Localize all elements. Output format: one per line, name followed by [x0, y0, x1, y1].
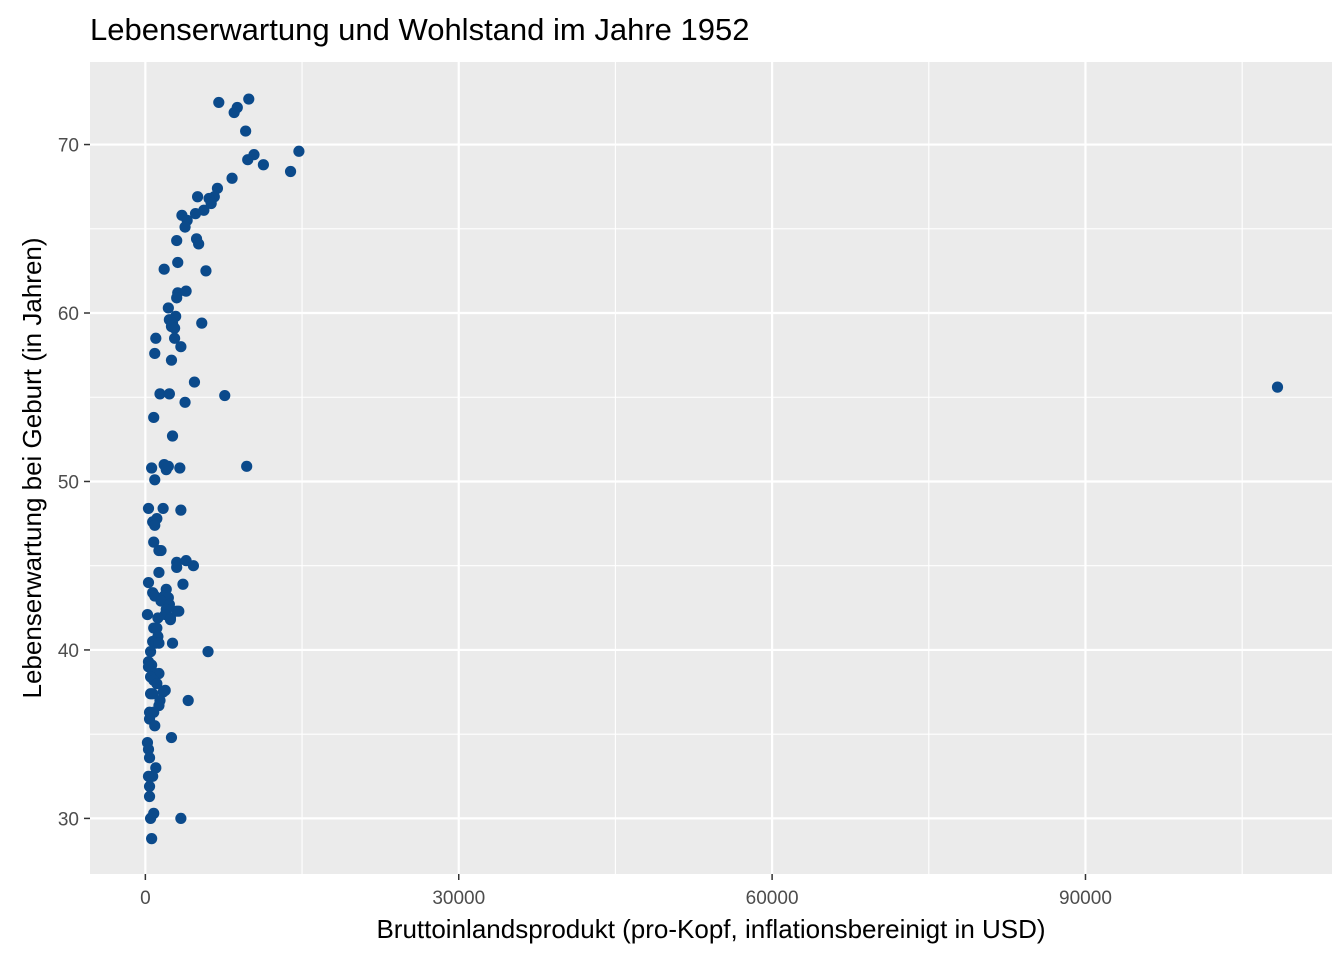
y-tick-label: 70	[58, 136, 79, 157]
data-point	[242, 154, 254, 166]
data-point	[143, 780, 156, 792]
data-point	[153, 637, 165, 649]
y-tick-label: 50	[58, 472, 79, 493]
data-point	[226, 172, 238, 184]
data-point	[174, 462, 186, 474]
data-point	[162, 302, 174, 314]
data-point	[142, 576, 155, 589]
data-point	[284, 165, 297, 178]
data-point	[146, 833, 158, 845]
data-point	[171, 561, 183, 573]
data-point	[189, 208, 202, 220]
data-point	[243, 93, 255, 105]
data-point	[228, 106, 240, 119]
data-point	[171, 292, 183, 304]
data-point	[142, 743, 155, 755]
data-point	[151, 678, 163, 690]
plot-panel	[90, 62, 1332, 874]
data-point	[202, 646, 214, 658]
data-point	[149, 519, 161, 531]
data-point	[200, 265, 212, 277]
data-point	[149, 347, 161, 360]
minor-gridlines	[90, 62, 1332, 874]
x-tick-label: 90000	[1059, 888, 1112, 909]
data-point	[146, 462, 158, 474]
data-point	[149, 474, 161, 486]
data-point	[196, 317, 208, 329]
data-point	[153, 566, 165, 579]
data-point	[143, 790, 156, 803]
data-point	[240, 125, 252, 137]
x-tick-label: 60000	[746, 888, 799, 909]
data-point	[157, 686, 169, 698]
data-point	[166, 637, 179, 649]
y-tick-label: 60	[58, 304, 79, 325]
data-point	[257, 159, 269, 171]
data-point	[219, 389, 231, 402]
data-point	[179, 396, 191, 408]
data-point	[163, 388, 175, 400]
data-point	[169, 332, 181, 344]
data-point	[180, 285, 192, 297]
data-point	[148, 411, 160, 424]
major-gridlines	[90, 62, 1332, 874]
data-point	[141, 608, 154, 621]
y-tick-label: 30	[58, 809, 79, 830]
data-point	[144, 646, 157, 658]
y-tick-label: 40	[58, 641, 79, 662]
x-axis-title: Bruttoinlandsprodukt (pro-Kopf, inflatio…	[376, 914, 1045, 944]
data-point	[293, 145, 305, 157]
data-point	[1271, 381, 1284, 393]
x-axis-ticks: 0 30000 60000 90000	[140, 874, 1112, 909]
data-point	[172, 256, 184, 269]
data-point	[149, 720, 161, 732]
x-tick-label: 0	[140, 888, 151, 909]
data-point	[193, 238, 205, 250]
data-point	[241, 460, 253, 472]
data-point	[150, 762, 162, 774]
data-point	[169, 322, 181, 334]
data-point	[150, 332, 162, 344]
data-point	[175, 341, 187, 353]
data-point	[182, 694, 194, 707]
data-point	[187, 560, 200, 572]
data-point	[143, 752, 156, 764]
data-point	[166, 430, 179, 442]
data-point	[154, 388, 166, 400]
data-point	[165, 731, 178, 744]
data-points	[141, 93, 1284, 845]
data-point	[165, 354, 178, 366]
data-point	[179, 221, 191, 233]
data-point	[177, 578, 189, 590]
data-point	[164, 614, 177, 626]
data-point	[171, 234, 183, 247]
data-point	[213, 96, 225, 109]
data-point	[175, 812, 187, 825]
chart-title: Lebenserwartung und Wohlstand im Jahre 1…	[90, 12, 749, 47]
x-tick-label: 30000	[432, 888, 485, 909]
data-point	[158, 263, 170, 275]
data-point	[211, 182, 224, 194]
data-point	[155, 544, 167, 557]
data-point	[144, 812, 157, 825]
data-point	[142, 502, 155, 515]
data-point	[152, 612, 164, 624]
y-axis-ticks: 30 40 50 60 70	[58, 136, 90, 830]
data-point	[175, 504, 187, 516]
data-point	[147, 688, 159, 700]
data-point	[157, 502, 169, 515]
data-point	[162, 460, 174, 472]
data-point	[173, 605, 185, 617]
data-point	[205, 197, 217, 210]
data-point	[188, 376, 201, 388]
data-point	[142, 770, 155, 782]
y-axis-title: Lebenserwartung bei Geburt (in Jahren)	[17, 237, 47, 698]
data-point	[148, 536, 160, 548]
data-point	[151, 622, 163, 634]
data-point	[191, 191, 204, 203]
